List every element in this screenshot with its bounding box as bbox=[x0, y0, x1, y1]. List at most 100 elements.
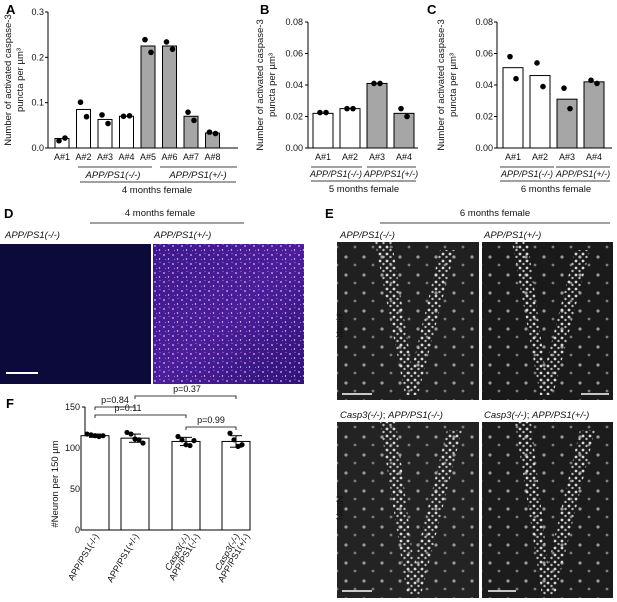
panel-label-d: D bbox=[4, 206, 13, 221]
y-axis-label-f: #Neuron per 150 µm bbox=[50, 440, 61, 527]
chart-f-ytick-label-3: 150 bbox=[65, 402, 80, 412]
pvalue-1: p=0.11 bbox=[114, 403, 141, 413]
chart-c-ytick-label-4: 0.08 bbox=[475, 17, 493, 27]
pvalue-0: p=0.84 bbox=[101, 395, 129, 405]
y-axis-label-b-line1: Number of activated caspase-3 bbox=[255, 19, 266, 150]
label-e-tl: APP/PS1(-/-) bbox=[339, 230, 395, 241]
chart-f-point-0-0 bbox=[84, 431, 90, 437]
chart-b-xtick-label-1: A#2 bbox=[342, 152, 358, 162]
chart-c-point-3-0 bbox=[588, 77, 594, 84]
chart-b-xtick-label-0: A#1 bbox=[315, 152, 331, 162]
age-label-a: 4 months female bbox=[122, 185, 192, 196]
chart-b-ytick-label-4: 0.08 bbox=[285, 17, 303, 27]
chart-f-point-1-2 bbox=[132, 436, 138, 442]
significance-brackets-f: p=0.84 p=0.11 p=0.37 p=0.99 bbox=[94, 384, 237, 430]
group-label-b-wt: APP/PS1(-/-) bbox=[309, 169, 362, 179]
bracket-1 bbox=[94, 414, 187, 418]
y-axis-label-c-line2: puncta per µm³ bbox=[448, 53, 459, 117]
age-label-c: 6 months female bbox=[521, 184, 591, 195]
chart-b-xtick-label-3: A#4 bbox=[396, 152, 412, 162]
chart-f-point-2-2 bbox=[183, 442, 189, 448]
chart-a-point-7-0 bbox=[206, 129, 213, 135]
chart-c-bar-0 bbox=[502, 67, 524, 149]
panel-e: 6 months female APP/PS1(-/-) APP/PS1(+/-… bbox=[335, 208, 613, 598]
panel-label-f: F bbox=[6, 396, 14, 411]
chart-c-ytick-label-2: 0.04 bbox=[475, 80, 493, 90]
chart-f-bar-3 bbox=[221, 440, 251, 531]
chart-a-bar-0 bbox=[54, 137, 70, 149]
chart-a-point-0-0 bbox=[56, 137, 62, 144]
chart-f-bar-0 bbox=[80, 435, 110, 531]
chart-c-point-2-1 bbox=[567, 105, 573, 112]
chart-f-point-3-1 bbox=[231, 437, 237, 443]
chart-a-point-3-1 bbox=[126, 113, 133, 119]
group-label-d-tg: APP/PS1(+/-) bbox=[153, 230, 211, 241]
chart-a-point-2-0 bbox=[99, 112, 105, 118]
chart-c-ytick-label-0: 0.00 bbox=[475, 143, 493, 153]
chart-f-point-0-4 bbox=[100, 433, 106, 439]
chart-a-bar-4 bbox=[140, 45, 156, 149]
panel-label-a: A bbox=[6, 2, 16, 17]
chart-a-xtick-label-6: A#7 bbox=[183, 152, 199, 162]
label-e-tr: APP/PS1(+/-) bbox=[483, 230, 541, 241]
chart-f-point-0-1 bbox=[88, 432, 94, 438]
chart-f-point-2-4 bbox=[191, 438, 197, 444]
chart-a-xtick-label-7: A#8 bbox=[204, 152, 220, 162]
chart-a-xtick-label-3: A#4 bbox=[118, 152, 134, 162]
y-axis-label-a-line2: puncta per µm³ bbox=[15, 48, 26, 112]
label-e-bl: Casp3(-/-); APP/PS1(-/-) bbox=[340, 410, 443, 421]
chart-c-bar-2 bbox=[556, 98, 578, 149]
bracket-2 bbox=[134, 395, 237, 399]
chart-c-bar-1 bbox=[529, 75, 551, 149]
chart-c-point-0-0 bbox=[507, 53, 513, 60]
group-label-a-tg: APP/PS1(+/-) bbox=[168, 170, 226, 181]
panel-a: Number of activated caspase-3 puncta per… bbox=[3, 7, 238, 196]
chart-f-ytick-label-0: 0 bbox=[75, 525, 80, 535]
plot-area-c: 0.00 0.02 0.04 0.06 0.08 A#1 A#2 A#3 A#4 bbox=[475, 17, 612, 162]
chart-c-point-3-1 bbox=[594, 80, 600, 87]
chart-b-bar-3 bbox=[393, 112, 415, 149]
chart-c-point-1-0 bbox=[534, 60, 540, 66]
panel-f: #Neuron per 150 µm 0 50 100 150 APP/PS1(-/-)… bbox=[50, 384, 252, 584]
chart-a-xtick-label-4: A#5 bbox=[140, 152, 156, 162]
chart-a-point-4-1 bbox=[148, 49, 154, 56]
chart-c-point-1-1 bbox=[540, 83, 546, 90]
image-d-wt bbox=[0, 244, 151, 384]
chart-c-xtick-label-3: A#4 bbox=[586, 152, 602, 162]
chart-a-point-2-1 bbox=[105, 120, 111, 127]
y-axis-label-c-line1: Number of activated caspase-3 bbox=[436, 19, 447, 150]
dentate-gyrus-e-bl bbox=[380, 422, 462, 595]
chart-f-point-3-3 bbox=[239, 442, 245, 448]
stain-label-e-bottom: NeuN bbox=[335, 496, 346, 520]
chart-a-bar-3 bbox=[119, 115, 134, 149]
chart-f-ytick-label-1: 50 bbox=[70, 484, 80, 494]
chart-b-ytick-label-3: 0.06 bbox=[285, 49, 303, 59]
chart-b-ytick-label-2: 0.04 bbox=[285, 80, 303, 90]
chart-a-point-5-1 bbox=[169, 46, 176, 52]
group-label-c-wt: APP/PS1(-/-) bbox=[500, 169, 553, 179]
chart-b-xtick-label-2: A#3 bbox=[369, 152, 385, 162]
chart-f-point-2-3 bbox=[187, 442, 193, 449]
chart-a-point-7-1 bbox=[212, 130, 219, 137]
chart-a-bar-6 bbox=[183, 115, 199, 149]
chart-a-point-6-1 bbox=[191, 117, 197, 124]
chart-b-point-2-0 bbox=[371, 80, 377, 87]
chart-b-point-0-1 bbox=[323, 109, 329, 116]
panel-c: Number of activated caspase-3 puncta per… bbox=[436, 17, 612, 195]
chart-a-point-6-0 bbox=[185, 109, 191, 115]
chart-a-xtick-label-1: A#2 bbox=[75, 152, 91, 162]
chart-f-point-0-2 bbox=[92, 433, 98, 439]
plot-area-b: 0.00 0.02 0.04 0.06 0.08 A#1 A#2 A#3 A#4 bbox=[285, 17, 418, 162]
chart-a-bar-5 bbox=[162, 45, 177, 149]
chart-a-bar-2 bbox=[97, 118, 113, 149]
chart-f-xtick-label-0-0: APP/PS1(-/-) bbox=[66, 532, 101, 582]
chart-f-point-2-0 bbox=[175, 433, 181, 440]
chart-f-point-0-3 bbox=[96, 433, 102, 440]
chart-a-xtick-label-2: A#3 bbox=[97, 152, 113, 162]
chart-a-point-1-0 bbox=[77, 99, 84, 106]
chart-f-point-1-1 bbox=[128, 431, 134, 437]
image-d-tg-puncta bbox=[153, 244, 304, 384]
dentate-gyrus-e-tl bbox=[375, 242, 455, 395]
chart-f-point-3-0 bbox=[227, 430, 233, 436]
